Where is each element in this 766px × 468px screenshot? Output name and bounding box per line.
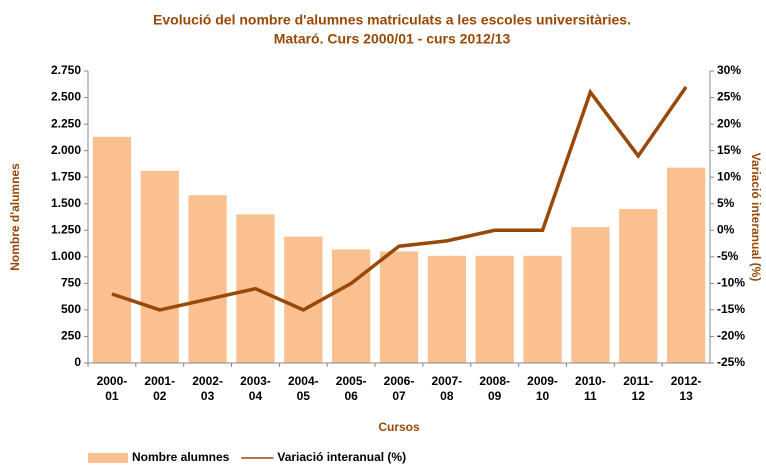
- y-tick-label: 1.750: [51, 169, 81, 183]
- y2-tick-label: 0%: [717, 222, 735, 236]
- x-tick-label: 2007-08: [431, 374, 462, 403]
- y-tick-label: 500: [61, 302, 81, 316]
- y2-tick-label: -5%: [717, 249, 739, 263]
- bar: [332, 249, 371, 363]
- x-tick-label: 2012-13: [671, 374, 702, 403]
- y-axis-title: Nombre d'alumnes: [8, 163, 22, 271]
- y-tick-label: 2.000: [51, 143, 81, 157]
- y-tick-label: 1.000: [51, 249, 81, 263]
- bar: [284, 236, 323, 363]
- y2-tick-label: 15%: [717, 143, 741, 157]
- y2-tick-label: -10%: [717, 276, 745, 290]
- y2-tick-label: 10%: [717, 169, 741, 183]
- bar: [571, 227, 610, 363]
- bar: [475, 255, 514, 363]
- x-tick-label: 2009-10: [527, 374, 558, 403]
- y-tick-label: 2.500: [51, 90, 81, 104]
- bar: [379, 251, 419, 363]
- x-tick-label: 2008-09: [479, 374, 510, 403]
- y-tick-label: 1.250: [51, 222, 81, 236]
- y-tick-label: 750: [61, 276, 81, 290]
- bar: [92, 136, 132, 363]
- y2-tick-label: -15%: [717, 302, 745, 316]
- bar: [140, 170, 179, 363]
- x-axis-title: Cursos: [378, 420, 420, 434]
- x-tick-label: 2006-07: [384, 374, 415, 403]
- x-tick-label: 2005-06: [336, 374, 367, 403]
- bar: [619, 209, 658, 363]
- y-tick-label: 2.250: [51, 116, 81, 130]
- x-tick-label: 2000-01: [97, 374, 128, 403]
- y-tick-label: 1.500: [51, 196, 81, 210]
- y2-tick-label: 25%: [717, 90, 741, 104]
- x-tick-label: 2011-12: [623, 374, 653, 403]
- legend-swatch: [88, 453, 128, 463]
- y2-tick-label: -20%: [717, 329, 745, 343]
- chart-title: Evolució del nombre d'alumnes matriculat…: [153, 12, 631, 28]
- y2-tick-label: 20%: [717, 116, 741, 130]
- y2-tick-label: 30%: [717, 63, 741, 77]
- y2-tick-label: 5%: [717, 196, 735, 210]
- y2-axis-title: Variació interanual (%): [749, 153, 763, 282]
- y2-tick-label: -25%: [717, 355, 745, 369]
- x-tick-label: 2001-02: [144, 374, 175, 403]
- x-tick-label: 2010-11: [575, 374, 606, 403]
- y-tick-label: 0: [74, 355, 81, 369]
- bar: [523, 255, 562, 363]
- line: [111, 85, 688, 312]
- chart-subtitle: Mataró. Curs 2000/01 - curs 2012/13: [274, 31, 511, 47]
- y-tick-label: 2.750: [51, 63, 81, 77]
- x-tick-label: 2003-04: [240, 374, 271, 403]
- x-tick-label: 2004-05: [288, 374, 319, 403]
- bar: [427, 255, 466, 363]
- legend-label: Nombre alumnes: [132, 450, 230, 464]
- x-tick-label: 2002-03: [192, 374, 223, 403]
- bar: [188, 195, 227, 363]
- y-tick-label: 250: [61, 329, 81, 343]
- legend-label: Variació interanual (%): [277, 450, 406, 464]
- bar: [666, 167, 706, 363]
